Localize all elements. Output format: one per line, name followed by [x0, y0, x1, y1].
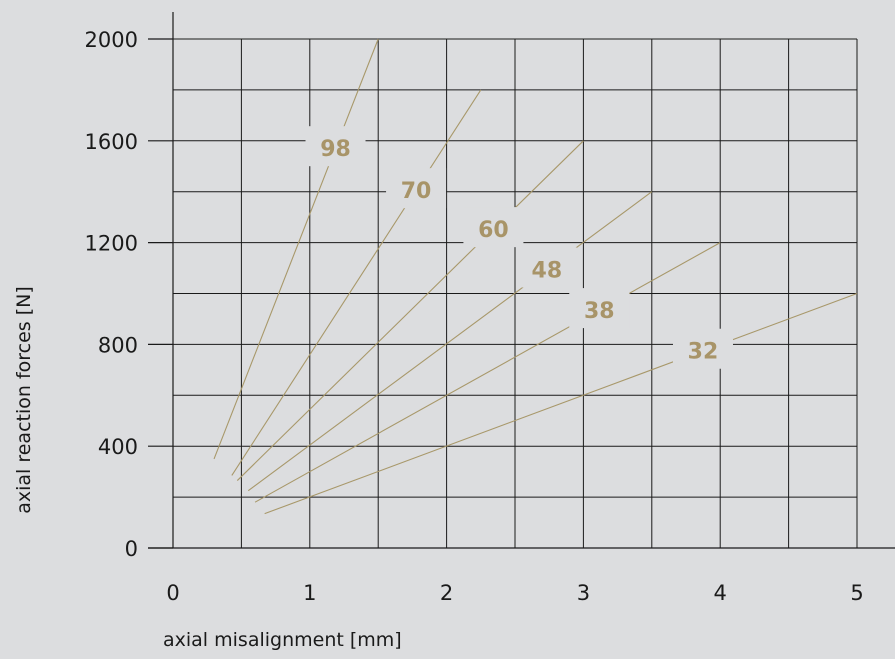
y-tick-label: 1600: [85, 130, 138, 154]
series-label-background: [463, 207, 524, 248]
y-tick-label: 2000: [85, 28, 138, 52]
y-tick-label: 800: [98, 333, 138, 357]
x-tick-label: 1: [303, 581, 316, 605]
series-label-48: 48: [532, 258, 563, 283]
series-label-background: [305, 126, 366, 167]
y-axis-title: axial reaction forces [N]: [13, 286, 35, 514]
series-label-70: 70: [401, 179, 432, 204]
series-label-38: 38: [584, 299, 615, 324]
x-tick-label: 3: [577, 581, 590, 605]
series-line-38: [254, 242, 721, 503]
grid: [173, 38, 858, 548]
series-line-32: [264, 292, 858, 515]
series-lines: [213, 38, 858, 515]
series-line-98: [213, 38, 379, 460]
y-tick-label: 1200: [85, 232, 138, 256]
series-line-48: [247, 191, 653, 492]
x-tick-label: 4: [714, 581, 727, 605]
y-tick-label: 0: [125, 537, 138, 561]
x-axis-title: axial misalignment [mm]: [163, 629, 402, 651]
tick-labels: 0 400 800 1200 1600 2000 0 1 2 3 4 5: [85, 28, 864, 605]
series-label-32: 32: [688, 340, 719, 365]
x-tick-label: 5: [850, 581, 863, 605]
series-label-background: [569, 288, 630, 329]
x-tick-label: 0: [166, 581, 179, 605]
series-labels: 98 70 60 48 38 32: [305, 126, 733, 369]
series-label-background: [386, 168, 447, 209]
series-label-background: [516, 247, 577, 288]
axes: [148, 12, 895, 549]
series-line-70: [231, 89, 482, 476]
series-label-60: 60: [478, 218, 509, 243]
x-tick-label: 2: [440, 581, 453, 605]
series-label-background: [672, 328, 733, 369]
series-line-60: [236, 140, 584, 481]
series-label-98: 98: [320, 137, 351, 162]
y-tick-label: 400: [98, 435, 138, 459]
